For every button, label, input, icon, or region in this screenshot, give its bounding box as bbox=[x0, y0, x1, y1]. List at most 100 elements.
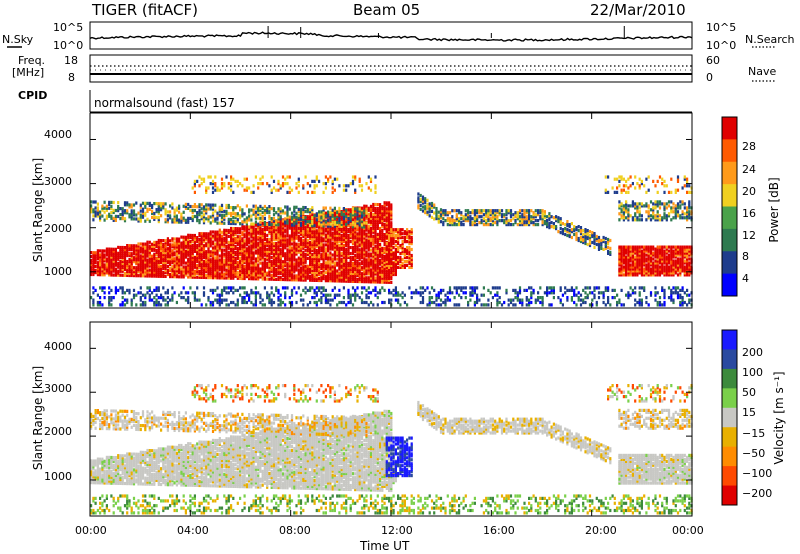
power-cell bbox=[227, 240, 230, 244]
power-cell bbox=[288, 215, 291, 219]
power-cell bbox=[288, 252, 291, 256]
power-cell bbox=[476, 223, 479, 227]
power-cell bbox=[381, 219, 384, 223]
power-cell bbox=[367, 244, 370, 248]
power-cell bbox=[406, 303, 409, 307]
power-cell bbox=[128, 203, 131, 207]
power-cell bbox=[270, 247, 273, 252]
power-cell bbox=[360, 248, 364, 252]
power-cell bbox=[381, 213, 384, 217]
power-cell bbox=[279, 252, 282, 256]
power-cell bbox=[369, 226, 373, 230]
power-cell bbox=[277, 242, 280, 246]
power-cell bbox=[363, 276, 366, 280]
power-cell bbox=[338, 259, 341, 263]
power-cell bbox=[227, 291, 230, 295]
power-cell bbox=[284, 254, 287, 258]
power-cell bbox=[372, 214, 375, 218]
power-cell bbox=[126, 265, 129, 270]
power-cell bbox=[268, 239, 271, 244]
power-cell bbox=[345, 188, 348, 192]
power-cell bbox=[482, 303, 485, 307]
power-cell bbox=[232, 260, 235, 264]
power-cell bbox=[374, 190, 377, 194]
power-cell bbox=[148, 246, 151, 250]
power-cell bbox=[169, 204, 172, 208]
power-cell bbox=[239, 256, 242, 261]
power-cell bbox=[252, 271, 255, 275]
power-cell bbox=[290, 211, 294, 215]
power-cell bbox=[392, 228, 395, 232]
power-cell bbox=[333, 188, 336, 192]
power-cell bbox=[220, 291, 224, 295]
power-cell bbox=[313, 219, 316, 223]
power-cell bbox=[487, 298, 490, 302]
power-cell bbox=[266, 227, 269, 232]
power-cell bbox=[202, 232, 206, 236]
power-cell bbox=[342, 188, 345, 192]
power-cell bbox=[225, 270, 228, 274]
power-cell bbox=[220, 272, 224, 276]
power-cell bbox=[248, 259, 251, 263]
power-cell bbox=[220, 242, 224, 246]
power-cell bbox=[442, 300, 445, 305]
power-cell bbox=[126, 203, 129, 207]
power-cell bbox=[193, 247, 196, 251]
power-cell bbox=[313, 235, 316, 239]
power-cell bbox=[225, 298, 228, 302]
power-cell bbox=[117, 269, 120, 273]
power-cell bbox=[327, 255, 330, 259]
power-cell bbox=[202, 238, 206, 242]
power-cell bbox=[324, 253, 327, 257]
power-cell bbox=[216, 264, 219, 268]
power-cell bbox=[153, 246, 156, 250]
power-cell bbox=[464, 213, 467, 217]
power-cell bbox=[297, 217, 300, 221]
power-cell bbox=[187, 239, 190, 243]
power-cell bbox=[406, 228, 409, 232]
power-cell bbox=[175, 247, 178, 251]
power-cell bbox=[369, 179, 373, 183]
power-cell bbox=[272, 263, 276, 267]
power-cell bbox=[230, 188, 233, 192]
power-cell bbox=[175, 261, 178, 265]
power-cell bbox=[218, 242, 221, 246]
power-cell bbox=[175, 214, 178, 218]
power-cell bbox=[376, 207, 379, 211]
power-cell bbox=[153, 264, 156, 268]
power-cell bbox=[297, 215, 300, 219]
power-cell bbox=[374, 250, 377, 254]
power-cell bbox=[383, 262, 386, 266]
power-cell bbox=[347, 267, 350, 271]
power-cell bbox=[254, 241, 257, 245]
power-cell bbox=[148, 203, 151, 207]
power-cell bbox=[254, 271, 257, 275]
power-cell bbox=[290, 236, 294, 240]
power-cell bbox=[157, 270, 160, 274]
power-cell bbox=[354, 296, 357, 300]
power-cell bbox=[385, 209, 388, 213]
power-cell bbox=[128, 288, 131, 292]
power-cell bbox=[153, 213, 156, 218]
power-cell bbox=[354, 223, 357, 227]
power-cell bbox=[96, 303, 99, 307]
power-cell bbox=[340, 212, 343, 217]
power-cell bbox=[236, 276, 239, 280]
power-cell bbox=[372, 270, 375, 274]
power-cell bbox=[336, 271, 339, 275]
power-cell bbox=[257, 235, 260, 239]
power-cell bbox=[209, 230, 212, 234]
power-cell bbox=[257, 247, 260, 251]
power-cell bbox=[333, 222, 336, 226]
power-cell bbox=[299, 244, 303, 248]
power-cell bbox=[342, 253, 345, 257]
power-cell bbox=[318, 233, 321, 237]
power-cell bbox=[281, 252, 285, 256]
power-cell bbox=[338, 255, 341, 259]
power-cell bbox=[313, 217, 316, 221]
power-cell bbox=[369, 232, 373, 236]
power-cell bbox=[173, 216, 176, 220]
power-cell bbox=[112, 253, 115, 257]
power-cell bbox=[157, 242, 160, 247]
power-cell bbox=[306, 246, 309, 250]
